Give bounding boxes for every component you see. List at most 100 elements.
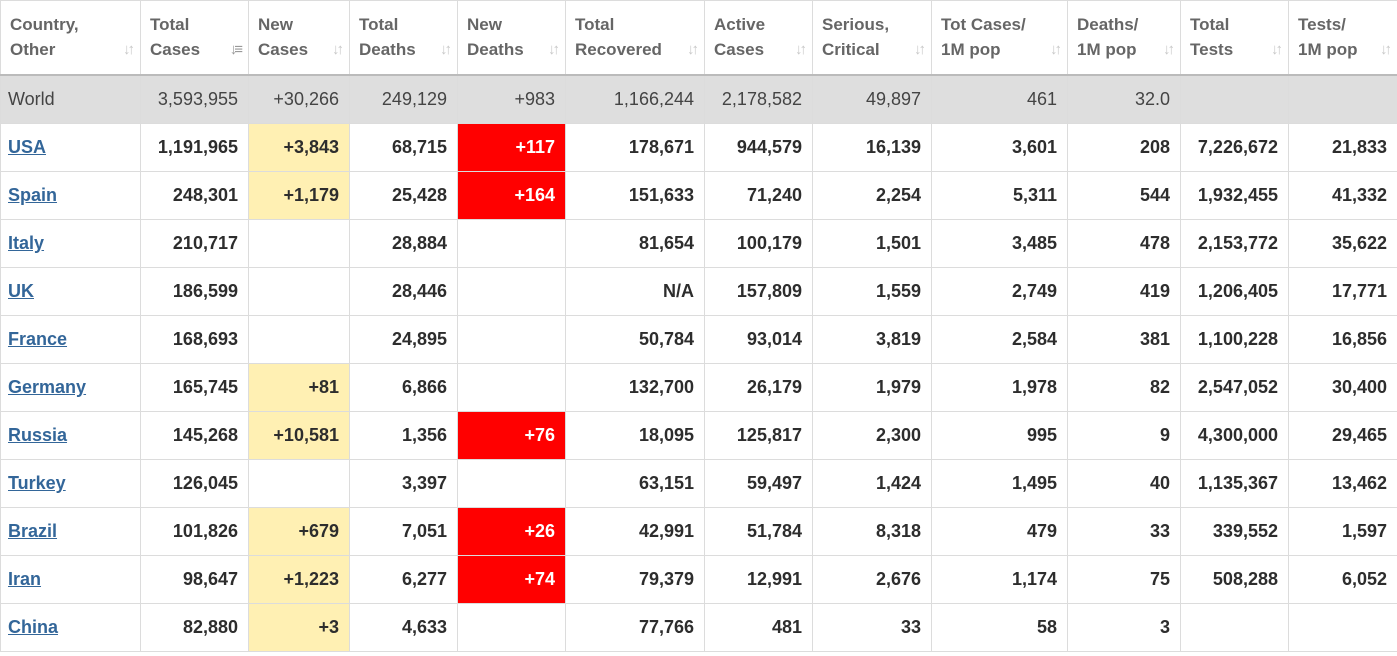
column-header-total-cases[interactable]: Total Cases ↓≡ [140, 0, 249, 76]
cell-total-deaths: 28,446 [349, 267, 458, 316]
sort-icon[interactable]: ↓↑ [1050, 40, 1062, 58]
cell-total-recovered: 77,766 [565, 603, 705, 652]
cell-active-cases: 26,179 [704, 363, 813, 412]
cell-new-cases: +1,179 [248, 171, 350, 220]
cell-total-recovered: 178,671 [565, 123, 705, 172]
column-header-new-deaths[interactable]: New Deaths ↓↑ [457, 0, 566, 76]
column-header-label: Total [359, 15, 399, 34]
column-header-deaths-per-1m[interactable]: Deaths/1M pop ↓↑ [1067, 0, 1181, 76]
cell-total-cases: 98,647 [140, 555, 249, 604]
sort-icon[interactable]: ↓↑ [1380, 40, 1392, 58]
cell-country-other: Brazil [0, 507, 141, 556]
cell-total-recovered: 1,166,244 [565, 74, 705, 124]
cell-new-deaths [457, 603, 566, 652]
cell-serious-critical: 16,139 [812, 123, 932, 172]
cell-tot-cases-per-1m: 58 [931, 603, 1068, 652]
cell-tot-cases-per-1m: 995 [931, 411, 1068, 460]
sort-icon[interactable]: ↓↑ [795, 40, 807, 58]
column-header-label: Other [10, 40, 56, 59]
country-link[interactable]: Brazil [8, 521, 58, 541]
cell-total-tests [1180, 603, 1289, 652]
cell-new-deaths [457, 363, 566, 412]
cell-total-tests: 4,300,000 [1180, 411, 1289, 460]
cell-tests-per-1m: 21,833 [1288, 123, 1397, 172]
cell-active-cases: 125,817 [704, 411, 813, 460]
sort-desc-icon[interactable]: ↓≡ [229, 40, 243, 58]
table-row: China 82,880 +3 4,633 77,766 481 33 58 3 [0, 603, 1397, 652]
column-header-label: Serious, [822, 15, 890, 34]
cell-new-cases: +679 [248, 507, 350, 556]
cell-total-deaths: 25,428 [349, 171, 458, 220]
cell-total-cases: 3,593,955 [140, 74, 249, 124]
column-header-total-deaths[interactable]: Total Deaths ↓↑ [349, 0, 458, 76]
cell-serious-critical: 1,501 [812, 219, 932, 268]
cell-country-other: Turkey [0, 459, 141, 508]
cell-total-recovered: 63,151 [565, 459, 705, 508]
cell-tests-per-1m: 30,400 [1288, 363, 1397, 412]
column-header-country-other[interactable]: Country, Other ↓↑ [0, 0, 141, 76]
cell-active-cases: 12,991 [704, 555, 813, 604]
column-header-new-cases[interactable]: New Cases ↓↑ [248, 0, 350, 76]
cell-new-deaths: +74 [457, 555, 566, 604]
cell-active-cases: 93,014 [704, 315, 813, 364]
table-row: France 168,693 24,895 50,784 93,014 3,819 2,58… [0, 315, 1397, 364]
cell-deaths-per-1m: 75 [1067, 555, 1181, 604]
cell-tests-per-1m: 16,856 [1288, 315, 1397, 364]
sort-icon[interactable]: ↓↑ [914, 40, 926, 58]
sort-icon[interactable]: ↓↑ [123, 40, 135, 58]
sort-icon[interactable]: ↓↑ [687, 40, 699, 58]
country-link[interactable]: Italy [8, 233, 45, 253]
column-header-serious-critical[interactable]: Serious, Critical ↓↑ [812, 0, 932, 76]
column-header-total-tests[interactable]: Total Tests ↓↑ [1180, 0, 1289, 76]
column-header-label: New [258, 15, 293, 34]
cell-total-deaths: 3,397 [349, 459, 458, 508]
column-header-label: New [467, 15, 502, 34]
cell-new-cases: +10,581 [248, 411, 350, 460]
cell-total-recovered: 151,633 [565, 171, 705, 220]
cell-serious-critical: 1,559 [812, 267, 932, 316]
cell-deaths-per-1m: 40 [1067, 459, 1181, 508]
country-link[interactable]: Iran [8, 569, 42, 589]
country-link[interactable]: UK [8, 281, 34, 301]
sort-icon[interactable]: ↓↑ [548, 40, 560, 58]
cell-country-other: China [0, 603, 141, 652]
cell-country-other: Italy [0, 219, 141, 268]
cell-total-tests: 7,226,672 [1180, 123, 1289, 172]
table-row: Spain 248,301 +1,179 25,428 +164 151,633 71,24… [0, 171, 1397, 220]
cell-tot-cases-per-1m: 1,174 [931, 555, 1068, 604]
column-header-label: Cases [258, 40, 309, 59]
column-header-active-cases[interactable]: Active Cases ↓↑ [704, 0, 813, 76]
cell-total-tests [1180, 74, 1289, 124]
country-link[interactable]: USA [8, 137, 47, 157]
country-link[interactable]: Turkey [8, 473, 66, 493]
cell-deaths-per-1m: 9 [1067, 411, 1181, 460]
sort-icon[interactable]: ↓↑ [332, 40, 344, 58]
column-header-label: Tot Cases/ [941, 15, 1026, 34]
country-link[interactable]: Germany [8, 377, 87, 397]
sort-icon[interactable]: ↓↑ [1271, 40, 1283, 58]
cell-new-cases: +3 [248, 603, 350, 652]
cell-tot-cases-per-1m: 2,584 [931, 315, 1068, 364]
country-link[interactable]: France [8, 329, 68, 349]
cell-total-cases: 82,880 [140, 603, 249, 652]
table-row: Iran 98,647 +1,223 6,277 +74 79,379 12,991 2,67… [0, 555, 1397, 604]
cell-serious-critical: 2,300 [812, 411, 932, 460]
column-header-label: Deaths/ [1077, 15, 1139, 34]
column-header-tot-cases-per-1m[interactable]: Tot Cases/1M pop ↓↑ [931, 0, 1068, 76]
column-header-total-recovered[interactable]: Total Recovered ↓↑ [565, 0, 705, 76]
sort-icon[interactable]: ↓↑ [440, 40, 452, 58]
cell-new-deaths: +164 [457, 171, 566, 220]
cell-total-cases: 1,191,965 [140, 123, 249, 172]
country-link[interactable]: China [8, 617, 59, 637]
table-row: UK 186,599 28,446 N/A 157,809 1,559 2,749 419 1,… [0, 267, 1397, 316]
cell-tests-per-1m: 6,052 [1288, 555, 1397, 604]
column-header-tests-per-1m[interactable]: Tests/1M pop ↓↑ [1288, 0, 1397, 76]
country-link[interactable]: Spain [8, 185, 58, 205]
country-link[interactable]: Russia [8, 425, 68, 445]
cell-deaths-per-1m: 208 [1067, 123, 1181, 172]
sort-icon[interactable]: ↓↑ [1163, 40, 1175, 58]
cell-new-deaths: +983 [457, 74, 566, 124]
cell-tests-per-1m: 13,462 [1288, 459, 1397, 508]
cell-total-tests: 508,288 [1180, 555, 1289, 604]
